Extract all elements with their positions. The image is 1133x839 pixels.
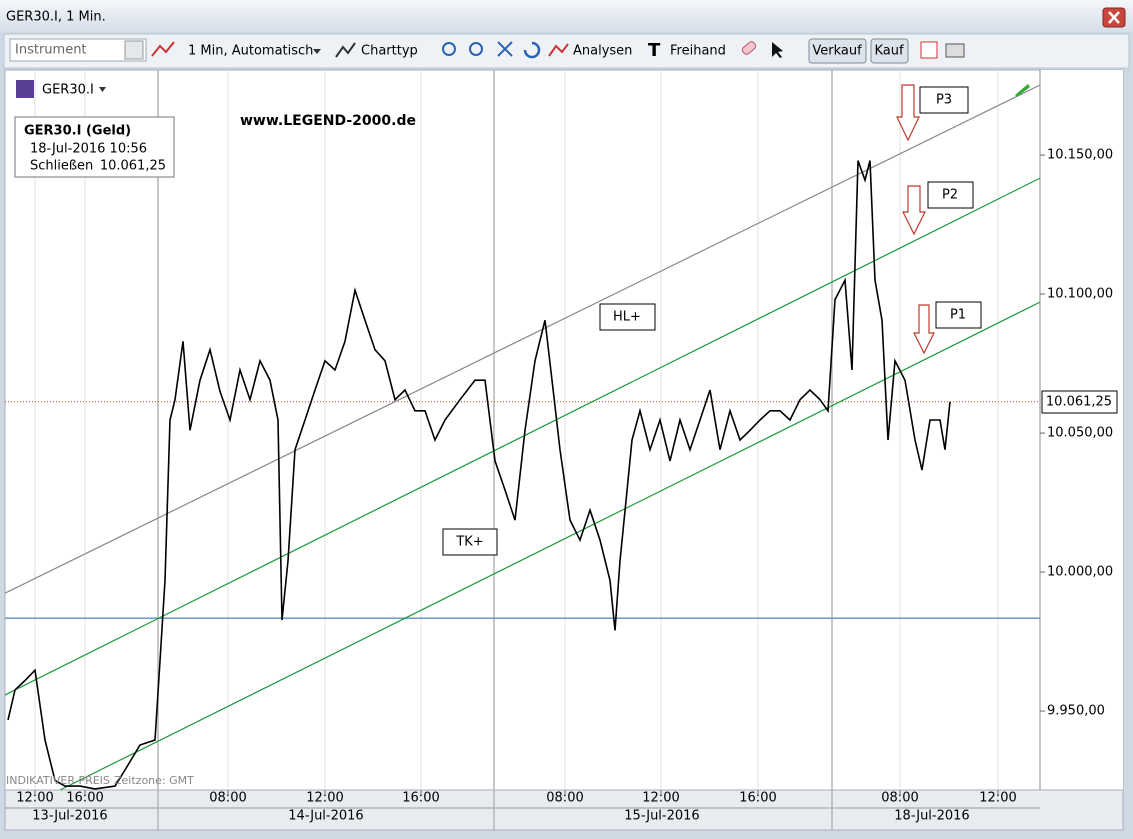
y-tick-label: 9.950,00 [1047,704,1105,719]
last-price-label: 10.061,25 [1046,395,1112,410]
annotation-box [919,86,969,114]
cursor-icon[interactable] [772,42,783,58]
dropdown-arrow [313,49,321,54]
date-label: 18-Jul-2016 [894,809,969,824]
info-box [14,116,175,178]
instrument-name[interactable]: GER30.I [42,83,94,98]
channel-line [59,301,1040,790]
chart-panel [4,69,1124,791]
y-tick-label: 10.100,00 [1047,287,1113,302]
title-bar [0,0,1133,32]
analysis-icon [548,43,569,57]
date-label: 13-Jul-2016 [32,809,107,824]
status-icon [1015,84,1030,97]
print-icon[interactable] [945,43,965,58]
annotation-box [927,181,974,209]
eraser-icon[interactable] [741,40,757,55]
x-tick-label: 16:00 [402,791,439,806]
sell-button[interactable] [808,38,867,64]
watermark: www.LEGEND-2000.de [240,113,416,129]
instrument-input[interactable] [9,38,147,62]
dropdown-arrow [99,87,106,92]
annotation: HL+ [613,310,641,325]
x-tick-label: 16:00 [739,791,776,806]
analyses-menu[interactable]: Analysen [573,44,632,59]
arrow-p1 [913,304,935,355]
arrows [896,84,935,355]
annotation: P1 [950,308,966,323]
date-label: 14-Jul-2016 [288,809,363,824]
x-tick-label: 12:00 [642,791,679,806]
arrow-p2 [902,185,926,236]
date-label: 15-Jul-2016 [624,809,699,824]
footer-note: INDIKATIVER PREIS [6,774,110,787]
buy-button[interactable] [870,38,909,64]
chart-icon[interactable] [920,41,938,59]
x-axis-panel [4,789,1124,831]
last-price-tag [1041,390,1118,414]
y-tick-label: 10.050,00 [1047,426,1113,441]
x-tick-label: 12:00 [306,791,343,806]
info-close-label: Schließen [30,159,93,174]
cfd-icon [16,80,34,98]
annotation: TK+ [455,535,483,550]
info-title: GER30.I (Geld) [24,124,131,139]
instrument-placeholder: Instrument [15,43,87,58]
interval-menu[interactable]: 1 Min, Automatisch [188,44,313,59]
x-tick-label: 08:00 [546,791,583,806]
x-tick-label: 08:00 [209,791,246,806]
compare-icon[interactable] [151,41,175,57]
channel-line [5,177,1040,696]
freehand-menu[interactable]: Freihand [670,44,726,59]
arrow-p3 [896,84,920,142]
buy-label: Kauf [874,44,904,59]
info-time: 18-Jul-2016 10:56 [30,142,147,157]
instrument-icon[interactable] [124,40,144,60]
window-title: GER30.I, 1 Min. [6,10,106,25]
x-tick-label: 12:00 [16,791,53,806]
x-tick-label: 16:00 [66,791,103,806]
close-button[interactable] [1102,7,1126,28]
annotation: P2 [942,188,958,203]
annotation-box [935,301,982,329]
plot-area [5,84,1040,790]
info-close-value: 10.061,25 [100,159,166,174]
charttype-menu[interactable]: Charttyp [361,44,418,59]
toolbar [3,33,1130,69]
x-tick-label: 08:00 [881,791,918,806]
annotation-box [442,528,498,556]
y-tick-label: 10.000,00 [1047,565,1113,580]
zoom-in[interactable] [442,42,456,56]
zoom-out[interactable] [469,42,483,56]
text-tool-icon[interactable]: T [648,40,661,61]
annotation-box [599,303,656,331]
pan-icon[interactable] [497,41,513,57]
y-tick-label: 10.150,00 [1047,148,1113,163]
timezone-note: Zeitzone: GMT [114,774,194,787]
charttype-icon [335,42,356,58]
x-tick-label: 12:00 [979,791,1016,806]
reset-icon[interactable] [523,41,541,59]
y-axis-panel [1040,70,1123,790]
annotation: P3 [936,93,952,108]
sell-label: Verkauf [812,44,862,59]
price-line [7,160,951,790]
